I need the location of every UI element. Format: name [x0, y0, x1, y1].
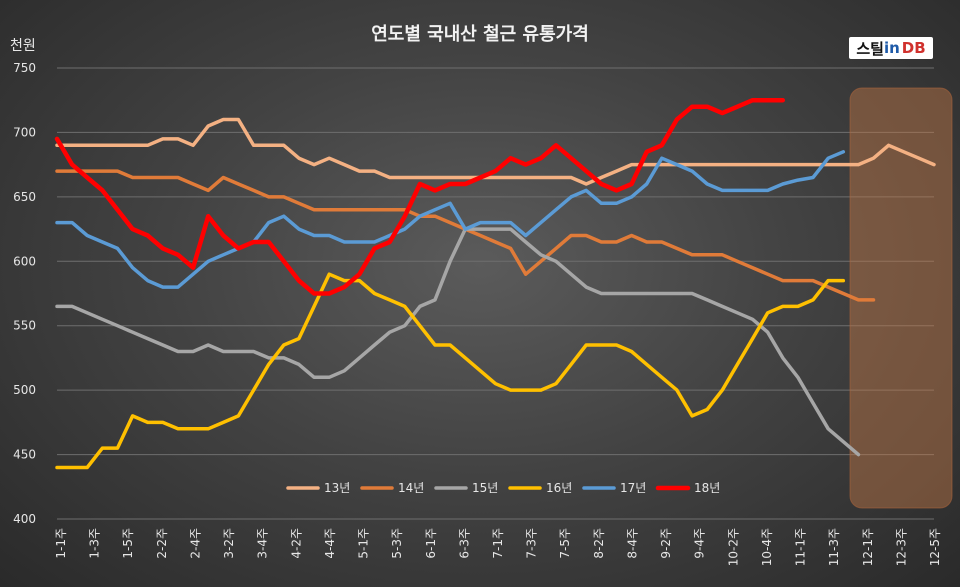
x-tick-label: 10-4주	[760, 528, 774, 566]
legend-label: 14년	[398, 481, 424, 495]
legend-label: 13년	[324, 481, 350, 495]
x-tick-label: 6-1주	[424, 528, 438, 559]
y-tick-label: 400	[13, 512, 36, 526]
y-tick-label: 750	[13, 61, 36, 75]
x-tick-label: 8-4주	[625, 528, 639, 559]
x-tick-label: 7-3주	[525, 528, 539, 559]
x-tick-label: 9-4주	[693, 528, 707, 559]
y-tick-label: 550	[13, 319, 36, 333]
legend: 13년 14년 15년 16년 17년 18년	[286, 481, 720, 495]
x-tick-label: 12-3주	[894, 528, 908, 566]
x-tick-label: 8-2주	[592, 528, 606, 559]
x-tick-label: 7-5주	[558, 528, 572, 559]
x-tick-label: 10-2주	[726, 528, 740, 566]
y-tick-label: 450	[13, 448, 36, 462]
x-tick-label: 6-3주	[457, 528, 471, 559]
x-tick-label: 9-2주	[659, 528, 673, 559]
series-line-4	[55, 150, 846, 289]
x-tick-label: 5-3주	[390, 528, 404, 559]
legend-label: 17년	[620, 481, 646, 495]
series-line-0	[55, 117, 936, 186]
logo-text-a: 스틸	[856, 39, 884, 58]
x-tick-label: 11-1주	[794, 528, 808, 566]
series-lines	[54, 97, 936, 470]
x-tick-label: 1-3주	[88, 528, 102, 559]
x-tick-label: 1-5주	[121, 528, 135, 559]
legend-label: 15년	[472, 481, 498, 495]
x-tick-label: 4-4주	[323, 528, 337, 559]
x-tick-label: 3-4주	[256, 528, 270, 559]
legend-item: 14년	[360, 481, 424, 495]
x-tick-label: 2-4주	[188, 528, 202, 559]
series-line-2	[55, 227, 861, 457]
x-tick-label: 7-1주	[491, 528, 505, 559]
legend-item: 13년	[286, 481, 350, 495]
gridlines	[57, 67, 934, 520]
x-axis-ticks: 1-1주 1-3주 1-5주 2-2주 2-4주 3-2주 3-4주 4-2주 4-4주 5-1주…	[54, 528, 942, 566]
legend-label: 16년	[546, 481, 572, 495]
y-tick-label: 600	[13, 254, 36, 268]
logo-text-b: in	[883, 39, 900, 57]
legend-label: 18년	[694, 481, 720, 495]
legend-item: 15년	[434, 481, 498, 495]
x-tick-label: 12-5주	[928, 528, 942, 566]
series-line-5	[54, 97, 786, 296]
legend-item: 17년	[582, 481, 646, 495]
steelindb-logo: 스틸 in DB	[849, 37, 933, 59]
x-tick-label: 2-2주	[155, 528, 169, 559]
y-tick-label: 500	[13, 383, 36, 397]
x-tick-label: 5-1주	[357, 528, 371, 559]
x-tick-label: 1-1주	[54, 528, 68, 559]
series-line-3	[55, 272, 846, 470]
x-tick-label: 11-3주	[827, 528, 841, 566]
x-tick-label: 3-2주	[222, 528, 236, 559]
legend-item: 18년	[655, 481, 720, 495]
y-tick-label: 700	[13, 125, 36, 139]
logo-text-c: DB	[901, 39, 926, 57]
y-axis-ticks: 400 450 500 550 600 650 700 750	[13, 61, 36, 526]
x-tick-label: 4-2주	[289, 528, 303, 559]
legend-item: 16년	[508, 481, 572, 495]
chart-title: 연도별 국내산 철근 유통가격	[371, 24, 589, 45]
y-axis-unit: 천원	[10, 38, 36, 54]
y-tick-label: 650	[13, 190, 36, 204]
x-tick-label: 12-1주	[861, 528, 875, 566]
